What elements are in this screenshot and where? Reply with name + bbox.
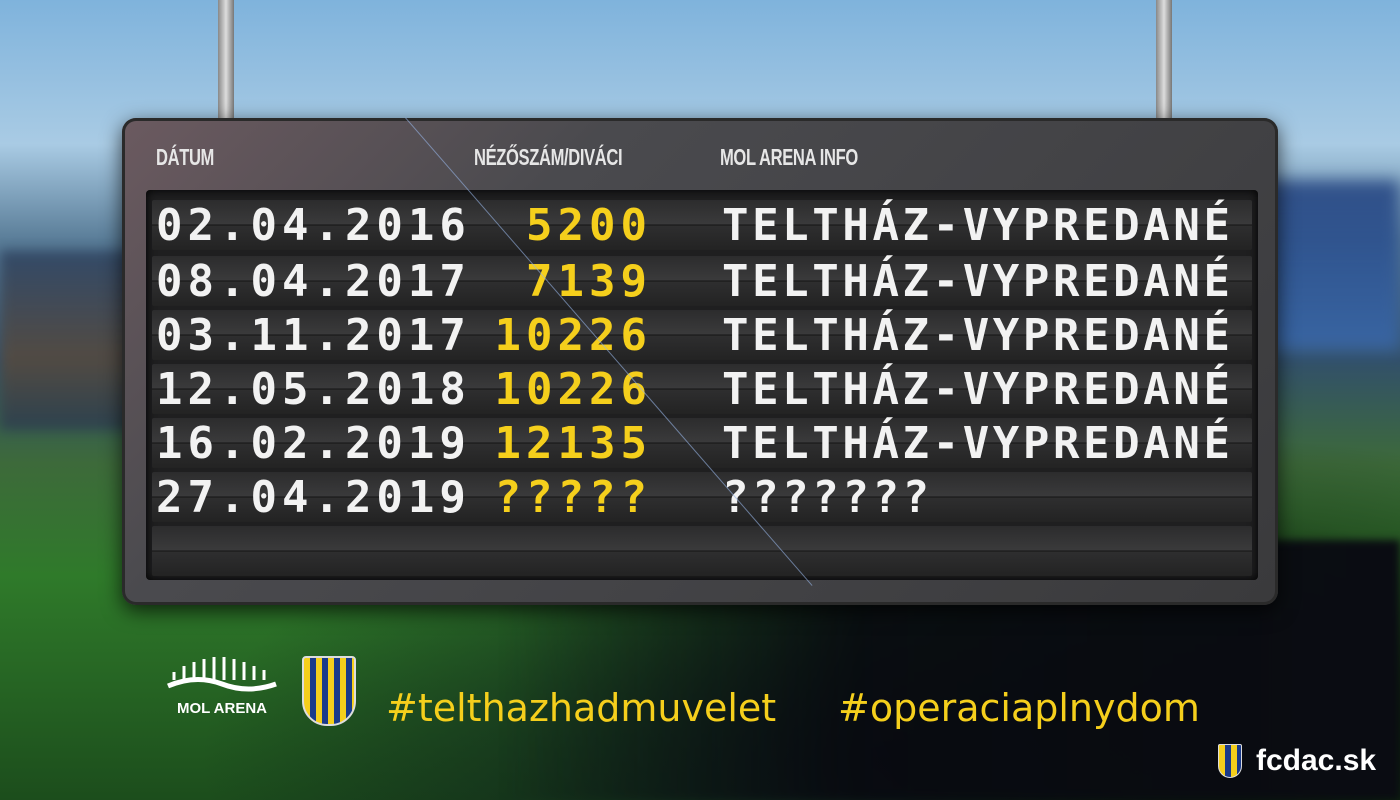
departure-board: DÁTUM NÉZŐSZÁM/DIVÁCI MOL ARENA INFO 02.… bbox=[122, 118, 1278, 605]
row-info: ??????? bbox=[722, 472, 933, 523]
website-label: fcdac.sk bbox=[1256, 744, 1377, 777]
stadium-stand-right bbox=[1260, 180, 1400, 350]
row-attendance: 5200 bbox=[526, 200, 652, 251]
board-row-empty bbox=[152, 526, 1252, 576]
hashtag-operacia: #operaciaplnydom bbox=[838, 686, 1200, 730]
row-info: TELTHÁZ-VYPREDANÉ bbox=[722, 256, 1234, 307]
fc-dac-small-crest bbox=[1218, 744, 1242, 778]
row-date: 02.04.2016 bbox=[156, 200, 471, 251]
board-pole-left bbox=[218, 0, 234, 122]
header-attendance: NÉZŐSZÁM/DIVÁCI bbox=[474, 144, 623, 170]
row-attendance: 10226 bbox=[494, 364, 652, 415]
board-row: 16.02.2019 12135 TELTHÁZ-VYPREDANÉ bbox=[152, 418, 1252, 469]
mol-arena-logo: MOL ARENA bbox=[166, 656, 278, 717]
board-pole-right bbox=[1156, 0, 1172, 122]
board-row: 08.04.2017 7139 TELTHÁZ-VYPREDANÉ bbox=[152, 256, 1252, 307]
board-row: 27.04.2019 ????? ??????? bbox=[152, 472, 1252, 523]
row-info: TELTHÁZ-VYPREDANÉ bbox=[722, 364, 1234, 415]
row-date: 12.05.2018 bbox=[156, 364, 471, 415]
header-info: MOL ARENA INFO bbox=[720, 144, 858, 170]
board-panel: 02.04.2016 5200 TELTHÁZ-VYPREDANÉ 08.04.… bbox=[146, 190, 1258, 580]
fc-dac-crest bbox=[302, 656, 356, 726]
row-attendance: ????? bbox=[494, 472, 652, 523]
row-date: 16.02.2019 bbox=[156, 418, 471, 469]
mol-arena-name: MOL ARENA bbox=[177, 700, 267, 717]
row-info: TELTHÁZ-VYPREDANÉ bbox=[722, 310, 1234, 361]
row-date: 27.04.2019 bbox=[156, 472, 471, 523]
row-info: TELTHÁZ-VYPREDANÉ bbox=[722, 200, 1234, 251]
row-info: TELTHÁZ-VYPREDANÉ bbox=[722, 418, 1234, 469]
board-row: 02.04.2016 5200 TELTHÁZ-VYPREDANÉ bbox=[152, 200, 1252, 251]
hashtag-telthaz: #telthazhadmuvelet bbox=[386, 686, 777, 730]
board-row: 12.05.2018 10226 TELTHÁZ-VYPREDANÉ bbox=[152, 364, 1252, 415]
row-attendance: 10226 bbox=[494, 310, 652, 361]
board-row: 03.11.2017 10226 TELTHÁZ-VYPREDANÉ bbox=[152, 310, 1252, 361]
mol-arena-icon bbox=[167, 657, 277, 692]
header-date: DÁTUM bbox=[156, 144, 214, 170]
stadium-stand-left bbox=[0, 250, 140, 430]
row-date: 08.04.2017 bbox=[156, 256, 471, 307]
row-date: 03.11.2017 bbox=[156, 310, 471, 361]
row-attendance: 12135 bbox=[494, 418, 652, 469]
row-attendance: 7139 bbox=[526, 256, 652, 307]
